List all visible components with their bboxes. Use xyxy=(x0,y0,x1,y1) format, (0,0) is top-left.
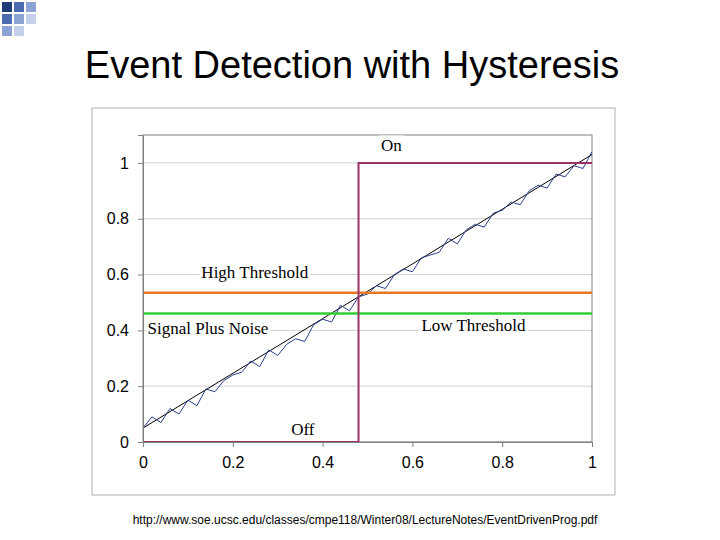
ornament-square xyxy=(2,14,12,24)
x-tick-label: 0 xyxy=(139,454,148,471)
x-axis: 0 0.2 0.4 0.6 0.8 1 xyxy=(139,442,597,471)
x-tick: 0.2 xyxy=(222,442,244,471)
x-tick-mark xyxy=(412,442,413,447)
series-line xyxy=(143,291,592,294)
y-tick-label: 0.2 xyxy=(107,378,129,395)
x-tick-mark xyxy=(233,442,234,447)
y-tick-mark xyxy=(138,275,143,276)
annotation-background xyxy=(419,315,528,336)
y-axis-line xyxy=(138,136,144,443)
annotation: Low Threshold xyxy=(419,315,528,336)
y-tick-label: 0 xyxy=(120,434,129,451)
plot-area xyxy=(143,152,592,442)
y-tick: 0.2 xyxy=(107,378,143,395)
grid-line xyxy=(143,218,592,219)
y-tick-mark xyxy=(138,386,143,387)
annotation-background xyxy=(199,262,310,283)
source: http://www.soe.ucsc.edu/classes/cmpe118/… xyxy=(133,513,598,527)
x-tick: 0.6 xyxy=(402,442,424,471)
x-tick: 0.4 xyxy=(312,442,334,471)
title: Event Detection with Hysteresis xyxy=(85,44,619,86)
ornament-square xyxy=(26,2,36,12)
ornament-square xyxy=(2,26,12,36)
x-tick: 0 xyxy=(139,442,148,471)
chart-box xyxy=(92,108,615,495)
annotation-background xyxy=(145,318,270,339)
x-tick-mark xyxy=(592,442,593,447)
annotation-text: Signal Plus Noise xyxy=(147,319,268,338)
ornament-square xyxy=(14,14,24,24)
y-tick-mark xyxy=(138,330,143,331)
annotation: Signal Plus Noise xyxy=(145,318,270,339)
slide: Event Detection with Hysteresis 0 0.2 0.4 0.… xyxy=(0,0,720,540)
x-tick: 1 xyxy=(588,442,597,471)
y-tick: 1 xyxy=(120,155,143,172)
annotation-background xyxy=(289,419,317,440)
plot-frame xyxy=(143,135,592,442)
y-tick-mark xyxy=(138,442,143,443)
ornament-square xyxy=(14,2,24,12)
annotation-background xyxy=(379,135,404,156)
y-axis: 0 0.2 0.4 0.6 0.8 1 xyxy=(107,136,144,451)
series-line xyxy=(143,155,592,429)
annotation: High Threshold xyxy=(199,262,310,283)
x-tick-mark xyxy=(502,442,503,447)
x-tick-label: 1 xyxy=(588,454,597,471)
annotation: On xyxy=(379,135,404,156)
annotations: On High Threshold Signal Plus Noise Low Thr… xyxy=(145,135,527,439)
y-tick: 0.8 xyxy=(107,210,143,227)
grid xyxy=(143,163,592,442)
series-line xyxy=(143,163,592,442)
x-tick-label: 0.6 xyxy=(402,454,424,471)
annotation-text: Low Threshold xyxy=(421,316,526,335)
ornament-square xyxy=(2,2,12,12)
annotation-text: High Threshold xyxy=(201,263,308,282)
y-tick-label: 0.8 xyxy=(107,210,129,227)
y-tick-mark xyxy=(138,163,143,164)
annotation: Off xyxy=(289,419,317,440)
y-tick: 0.4 xyxy=(107,322,143,339)
y-tick-mark xyxy=(138,219,143,220)
x-tick-label: 0.2 xyxy=(222,454,244,471)
x-tick-mark xyxy=(323,442,324,447)
x-tick-label: 0.8 xyxy=(492,454,514,471)
x-tick-label: 0.4 xyxy=(312,454,334,471)
slide-ornament xyxy=(2,2,36,36)
ornament-square xyxy=(26,14,36,24)
annotation-text: On xyxy=(381,136,402,155)
ornament-square xyxy=(14,26,24,36)
y-tick: 0 xyxy=(120,434,143,451)
series-line xyxy=(143,152,592,428)
y-tick-label: 1 xyxy=(120,155,129,172)
annotation-text: Off xyxy=(291,420,315,439)
y-tick-label: 0.4 xyxy=(107,322,129,339)
y-tick: 0.6 xyxy=(107,266,143,283)
x-tick: 0.8 xyxy=(492,442,514,471)
series-line xyxy=(143,312,592,315)
x-axis-line xyxy=(144,443,593,448)
y-tick-label: 0.6 xyxy=(107,266,129,283)
